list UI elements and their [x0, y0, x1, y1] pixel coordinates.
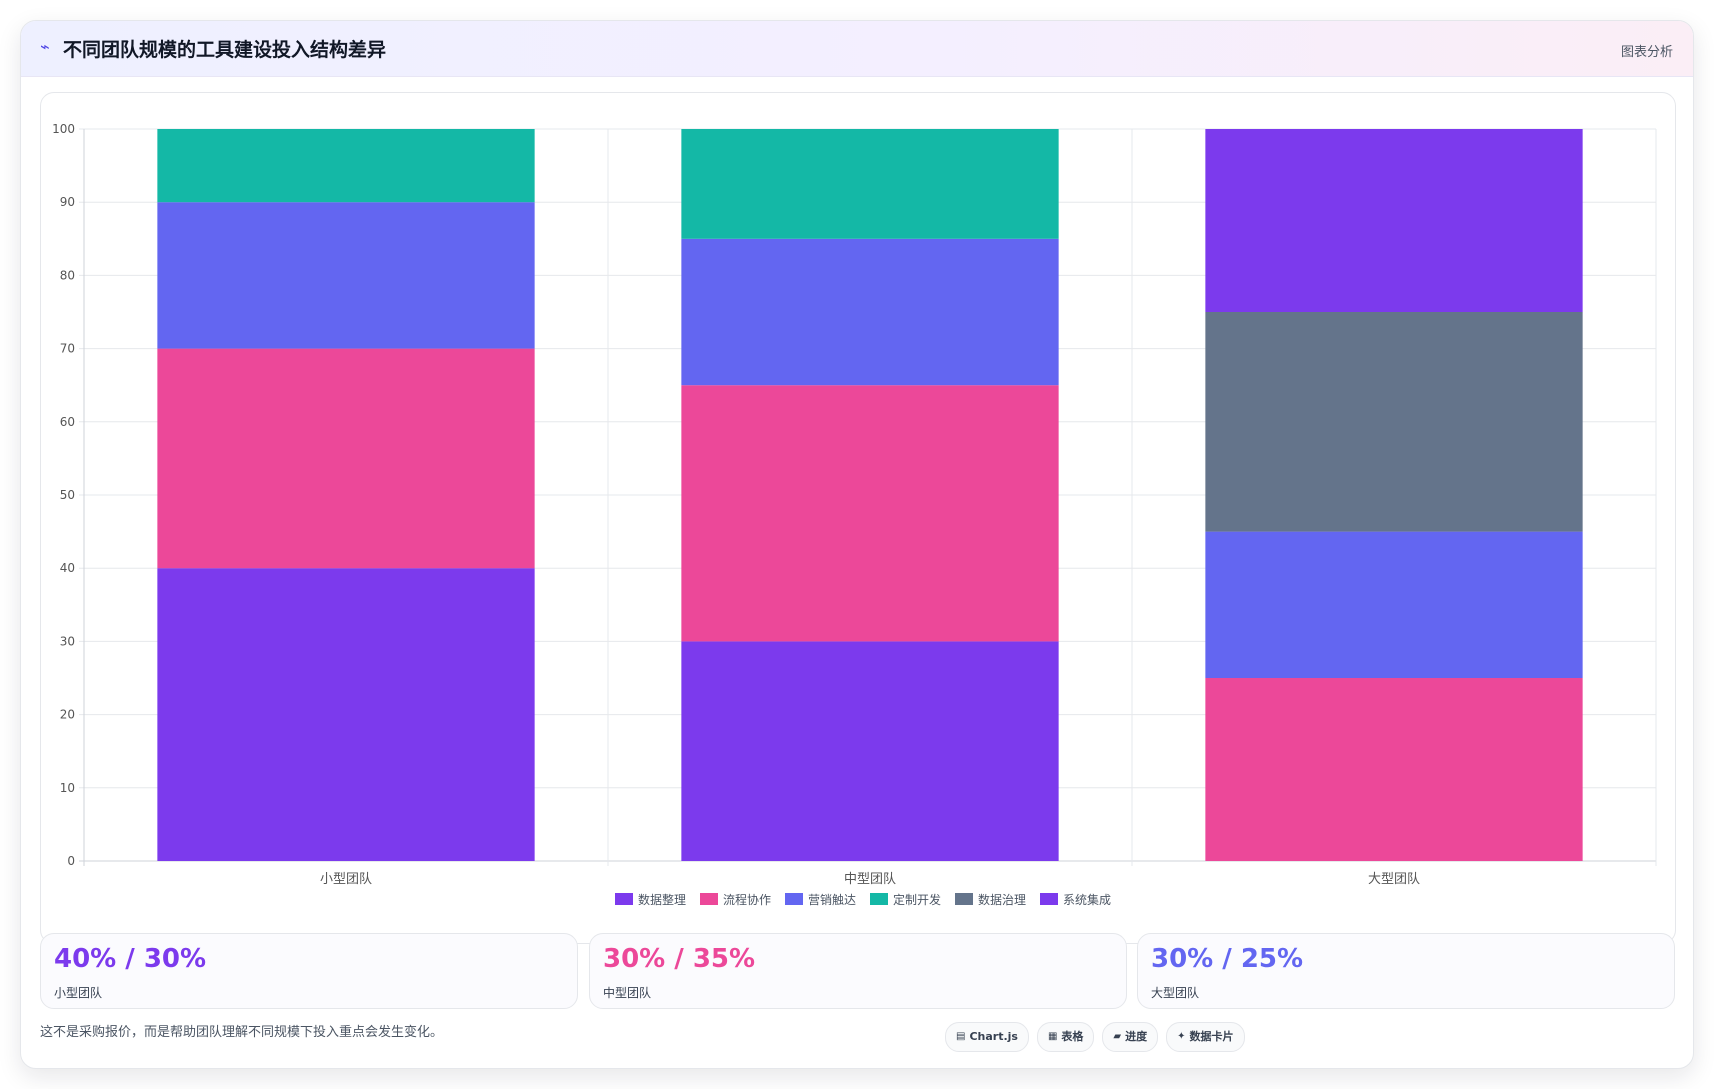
bar-segment: [681, 238, 1059, 386]
stat-card-medium: 30% / 35% 中型团队: [589, 933, 1127, 1009]
bar-segment: [1205, 129, 1583, 312]
legend-label: 数据整理: [638, 892, 686, 907]
chip-label: 进度: [1125, 1030, 1148, 1043]
y-tick-label: 90: [60, 195, 75, 209]
chip-label: 数据卡片: [1189, 1030, 1234, 1043]
chip-table[interactable]: ▦ 表格: [1036, 1022, 1095, 1052]
bar-segment: [1205, 312, 1583, 532]
stat-value: 30% / 35%: [603, 944, 756, 974]
chart-card: ⌁ 不同团队规模的工具建设投入结构差异 图表分析 0 10 20 30 40 50 60 70…: [20, 20, 1694, 1069]
card-header: ⌁ 不同团队规模的工具建设投入结构差异 图表分析: [21, 21, 1693, 77]
y-tick-label: 10: [60, 781, 75, 795]
bar-segment: [681, 385, 1059, 642]
legend-swatch: [785, 893, 803, 905]
chart-panel: 0 10 20 30 40 50 60 70 80 90 100 小型团队 中型团队 大型团队数据整理 流程…: [40, 92, 1676, 944]
legend-label: 系统集成: [1063, 892, 1111, 907]
y-tick-label: 100: [52, 122, 75, 136]
y-tick-label: 70: [60, 342, 75, 356]
table-icon: ▦: [1047, 1031, 1058, 1042]
x-category-label: 小型团队: [320, 872, 372, 887]
chip-label: 表格: [1061, 1030, 1084, 1043]
stat-label: 小型团队: [54, 986, 103, 1000]
y-tick-label: 0: [67, 854, 75, 868]
y-tick-label: 20: [60, 708, 75, 722]
y-tick-label: 60: [60, 415, 75, 429]
stat-value: 30% / 25%: [1151, 944, 1304, 974]
x-category-label: 中型团队: [844, 872, 896, 887]
chart-icon: ▤: [956, 1031, 966, 1042]
bar-segment: [1205, 531, 1583, 678]
x-category-label: 大型团队: [1368, 872, 1420, 887]
legend-swatch: [615, 893, 633, 905]
chip-data-card[interactable]: ✦ 数据卡片: [1166, 1022, 1245, 1052]
bar-segment: [157, 568, 535, 861]
bar-segment: [157, 129, 535, 203]
bar-segment: [1205, 678, 1583, 861]
bar-segment: [157, 348, 535, 569]
chart-title: 不同团队规模的工具建设投入结构差异: [63, 39, 387, 61]
y-tick-label: 40: [60, 561, 75, 575]
legend-label: 流程协作: [723, 892, 771, 907]
legend-label: 数据治理: [978, 892, 1026, 907]
bar-segment: [681, 641, 1059, 861]
bar-segment: [157, 202, 535, 349]
chip-chartjs[interactable]: ▤ Chart.js: [945, 1022, 1029, 1052]
legend-swatch: [700, 893, 718, 905]
stat-label: 大型团队: [1151, 986, 1200, 1000]
legend-label: 定制开发: [893, 892, 941, 907]
y-tick-label: 80: [60, 268, 75, 282]
header-tag: 图表分析: [1620, 45, 1673, 60]
footnote: 这不是采购报价，而是帮助团队理解不同规模下投入重点会发生变化。: [40, 1025, 444, 1040]
stat-card-small: 40% / 30% 小型团队: [40, 933, 578, 1009]
chip-label: Chart.js: [969, 1030, 1018, 1043]
legend-label: 营销触达: [808, 893, 856, 907]
legend-swatch: [955, 893, 973, 905]
chip-progress[interactable]: ▰ 进度: [1102, 1022, 1159, 1052]
bar-segment: [681, 129, 1059, 239]
stat-label: 中型团队: [603, 986, 652, 1000]
stat-value: 40% / 30%: [54, 944, 207, 974]
card-icon: ✦: [1177, 1031, 1186, 1042]
progress-icon: ▰: [1113, 1031, 1122, 1042]
y-tick-label: 30: [60, 634, 75, 648]
legend-swatch: [1040, 893, 1058, 905]
chart-trend-icon: ⌁: [40, 37, 50, 56]
tech-chips: ▤ Chart.js ▦ 表格 ▰ 进度 ✦ 数据卡片: [945, 1022, 1245, 1052]
y-tick-label: 50: [60, 488, 75, 502]
stat-card-large: 30% / 25% 大型团队: [1137, 933, 1675, 1009]
legend-swatch: [870, 893, 888, 905]
